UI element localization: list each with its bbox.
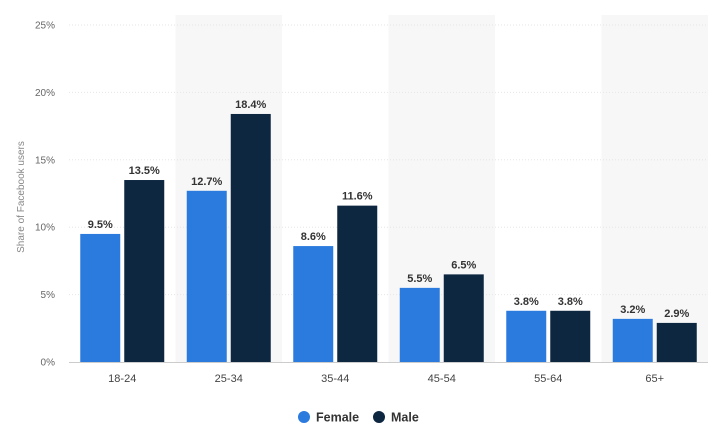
bar-male-65+[interactable] <box>656 322 697 362</box>
bar-male-18-24[interactable] <box>124 180 165 362</box>
data-label: 13.5% <box>129 165 160 177</box>
bar-male-55-64[interactable] <box>550 310 591 362</box>
bar-female-65+[interactable] <box>612 318 653 362</box>
x-tick-label: 25-34 <box>215 373 243 385</box>
y-tick-label: 20% <box>35 88 55 99</box>
bar-female-35-44[interactable] <box>293 246 334 362</box>
data-labels: 9.5% 13.5% 12.7% 18.4% 8.6% 11.6% 5.5% 6.5% 3.8%… <box>88 99 690 320</box>
data-label: 3.8% <box>514 296 539 308</box>
legend-label: Female <box>316 411 359 425</box>
data-label: 18.4% <box>235 99 266 111</box>
legend: Female Male <box>298 411 419 425</box>
data-label: 3.2% <box>620 304 645 316</box>
bar-male-35-44[interactable] <box>337 205 378 362</box>
data-label: 8.6% <box>301 231 326 243</box>
y-axis-label: Share of Facebook users <box>16 141 27 253</box>
data-label: 12.7% <box>191 176 222 188</box>
x-tick-label: 55-64 <box>534 373 562 385</box>
bar-female-25-34[interactable] <box>186 190 227 362</box>
bar-female-18-24[interactable] <box>80 233 121 362</box>
legend-item-female[interactable]: Female <box>298 411 359 425</box>
x-tick-label: 18-24 <box>108 373 136 385</box>
legend-marker <box>373 411 385 423</box>
data-label: 6.5% <box>451 259 476 271</box>
bar-male-45-54[interactable] <box>443 274 484 362</box>
data-label: 11.6% <box>342 191 373 203</box>
data-label: 9.5% <box>88 219 113 231</box>
bar-female-45-54[interactable] <box>399 287 440 362</box>
y-tick-label: 10% <box>35 223 55 234</box>
y-tick-label: 0% <box>41 358 56 369</box>
y-axis-ticks: 0% 5% 10% 15% 20% 25% <box>35 21 55 369</box>
y-tick-label: 15% <box>35 155 55 166</box>
bar-male-25-34[interactable] <box>230 113 271 362</box>
data-label: 5.5% <box>407 273 432 285</box>
background-bands <box>175 15 708 362</box>
x-tick-label: 45-54 <box>428 373 456 385</box>
legend-label: Male <box>391 411 419 425</box>
legend-marker <box>298 411 310 423</box>
x-axis-ticks: 18-24 25-34 35-44 45-54 55-64 65+ <box>108 373 664 385</box>
band-65+ <box>601 15 708 362</box>
data-label: 2.9% <box>664 308 689 320</box>
bar-female-55-64[interactable] <box>506 310 547 362</box>
y-tick-label: 25% <box>35 21 55 32</box>
legend-item-male[interactable]: Male <box>373 411 419 425</box>
bars <box>80 113 697 362</box>
data-label: 3.8% <box>558 296 583 308</box>
x-tick-label: 65+ <box>645 373 664 385</box>
x-tick-label: 35-44 <box>321 373 349 385</box>
y-tick-label: 5% <box>41 290 56 301</box>
